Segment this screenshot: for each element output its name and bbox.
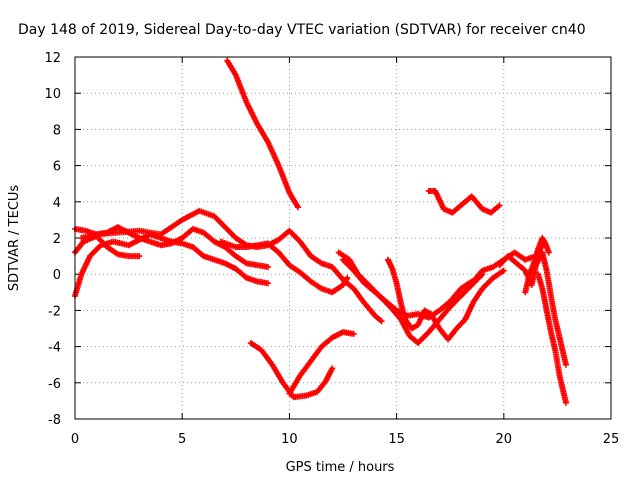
data-point xyxy=(136,253,143,260)
y-tick-label: 6 xyxy=(53,160,61,175)
chart-title: Day 148 of 2019, Sidereal Day-to-day VTE… xyxy=(18,22,586,38)
data-point xyxy=(294,204,301,211)
y-tick-label: -8 xyxy=(48,413,61,428)
y-axis-label: SDTVAR / TECUs xyxy=(7,185,22,292)
data-point xyxy=(545,249,552,256)
data-point xyxy=(264,280,271,287)
y-tick-label: 2 xyxy=(53,232,61,247)
data-point xyxy=(496,202,503,209)
x-tick-label: 15 xyxy=(388,432,405,447)
y-tick-label: -4 xyxy=(48,341,61,356)
data-point xyxy=(543,244,550,251)
data-point xyxy=(329,365,336,372)
y-tick-label: 12 xyxy=(44,51,61,66)
axis-ticks: 0 5 10 15 20 25 -8 -6 -4 -2 0 2 4 6 8 10 12 xyxy=(44,51,619,447)
series-arc-10 xyxy=(340,256,475,321)
y-tick-label: 10 xyxy=(44,87,61,102)
x-tick-label: 10 xyxy=(281,432,298,447)
series-arc-11 xyxy=(385,256,507,343)
series-arc-08 xyxy=(286,329,357,397)
data-point xyxy=(562,399,569,406)
series-arc-05 xyxy=(217,238,351,296)
x-tick-label: 5 xyxy=(178,432,186,447)
data-point xyxy=(500,267,507,274)
x-tick-label: 20 xyxy=(496,432,513,447)
y-tick-label: 8 xyxy=(53,123,61,138)
data-point xyxy=(344,274,351,281)
y-tick-label: 0 xyxy=(53,268,61,283)
y-tick-label: 4 xyxy=(53,196,61,211)
grid xyxy=(75,57,611,419)
data-point xyxy=(562,361,569,368)
series-arc-16 xyxy=(522,235,550,296)
x-axis-label: GPS time / hours xyxy=(286,460,395,475)
series-arc-02 xyxy=(72,231,271,299)
series-arc-12 xyxy=(425,187,503,216)
data-point xyxy=(264,263,271,270)
series-arc-06 xyxy=(224,57,301,211)
series-arc-04 xyxy=(78,207,385,325)
series-arc-15 xyxy=(535,271,569,406)
x-tick-label: 25 xyxy=(603,432,620,447)
data-points xyxy=(72,57,569,406)
y-tick-label: -6 xyxy=(48,377,61,392)
series-arc-07 xyxy=(247,339,336,401)
data-point xyxy=(378,318,385,325)
y-tick-label: -2 xyxy=(48,304,61,319)
data-point xyxy=(350,330,357,337)
x-tick-label: 0 xyxy=(71,432,79,447)
plot-frame xyxy=(74,56,612,420)
